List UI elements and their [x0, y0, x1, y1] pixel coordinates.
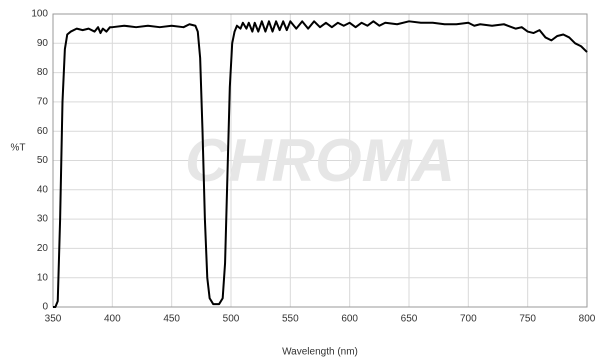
x-tick-label: 600	[341, 314, 358, 325]
x-tick-label: 500	[223, 314, 240, 325]
y-tick-label: 20	[37, 243, 49, 254]
x-tick-label: 550	[282, 314, 299, 325]
spectrum-line	[53, 20, 588, 308]
x-tick-label: 450	[163, 314, 180, 325]
x-tick-label: 400	[104, 314, 121, 325]
y-tick-label: 70	[37, 97, 49, 108]
y-tick-label: 10	[37, 272, 49, 283]
x-tick-label: 800	[579, 314, 596, 325]
x-tick-label: 700	[460, 314, 477, 325]
y-tick-label: 90	[37, 38, 49, 49]
plot-frame	[52, 13, 588, 308]
x-tick-label: 650	[401, 314, 418, 325]
y-tick-label: 40	[37, 184, 49, 195]
watermark: CHROMA	[185, 127, 455, 194]
y-tick-label: 30	[37, 214, 49, 225]
y-tick-label: 100	[31, 9, 48, 20]
x-tick-label: 350	[45, 314, 62, 325]
y-tick-label: 60	[37, 126, 49, 137]
y-tick-label: 50	[37, 155, 49, 166]
x-tick-label: 750	[519, 314, 536, 325]
x-axis-label: Wavelength (nm)	[282, 347, 358, 358]
y-tick-label: 80	[37, 67, 49, 78]
y-axis-label: %T	[11, 143, 26, 154]
y-tick-label: 0	[42, 302, 48, 313]
